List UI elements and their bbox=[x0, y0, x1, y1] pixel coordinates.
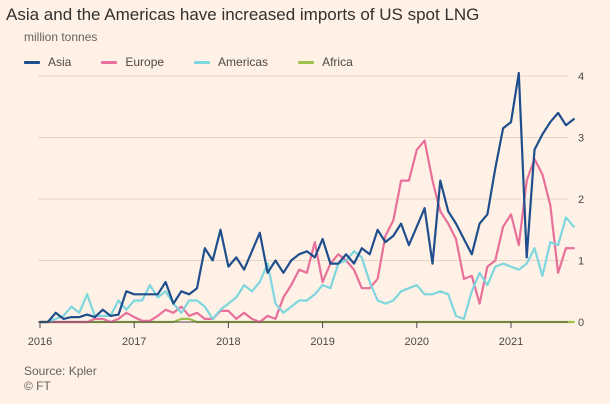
series-line-asia bbox=[38, 71, 575, 324]
legend-item-americas: Americas bbox=[194, 55, 268, 69]
series-line-europe bbox=[38, 139, 575, 324]
legend-item-asia: Asia bbox=[24, 55, 71, 69]
x-tick-label: 2017 bbox=[122, 336, 146, 348]
x-tick-label: 2016 bbox=[28, 336, 52, 348]
legend-swatch-asia bbox=[24, 60, 40, 64]
y-tick-label: 3 bbox=[578, 133, 584, 145]
ft-credit: © FT bbox=[24, 379, 51, 393]
legend-label-asia: Asia bbox=[48, 55, 72, 69]
series-line-americas bbox=[38, 216, 575, 324]
legend-item-europe: Europe bbox=[101, 55, 164, 69]
y-tick-label: 1 bbox=[578, 256, 584, 268]
source-note: Source: Kpler bbox=[24, 364, 97, 378]
chart-title: Asia and the Americas have increased imp… bbox=[6, 5, 480, 24]
y-tick-label: 2 bbox=[578, 194, 584, 206]
legend: Asia Europe Americas Africa bbox=[24, 54, 383, 70]
x-tick-label: 2019 bbox=[310, 336, 334, 348]
chart-subtitle: million tonnes bbox=[24, 30, 98, 44]
legend-swatch-europe bbox=[101, 60, 118, 64]
legend-label-americas: Americas bbox=[218, 55, 269, 69]
x-tick-label: 2021 bbox=[499, 336, 523, 348]
series-lines bbox=[38, 71, 575, 324]
x-tick-label: 2018 bbox=[216, 336, 240, 348]
x-tick-label: 2020 bbox=[405, 336, 429, 348]
y-tick-label: 4 bbox=[578, 71, 584, 83]
legend-swatch-americas bbox=[194, 60, 211, 64]
legend-swatch-africa bbox=[298, 60, 315, 64]
legend-item-africa: Africa bbox=[298, 55, 353, 69]
legend-label-africa: Africa bbox=[322, 55, 353, 69]
gridlines bbox=[38, 75, 568, 261]
y-tick-label: 0 bbox=[578, 317, 584, 329]
legend-label-europe: Europe bbox=[125, 55, 165, 69]
axes: 0 1 2 3 4 2016 2017 2018 2019 2020 2021 bbox=[28, 71, 584, 348]
